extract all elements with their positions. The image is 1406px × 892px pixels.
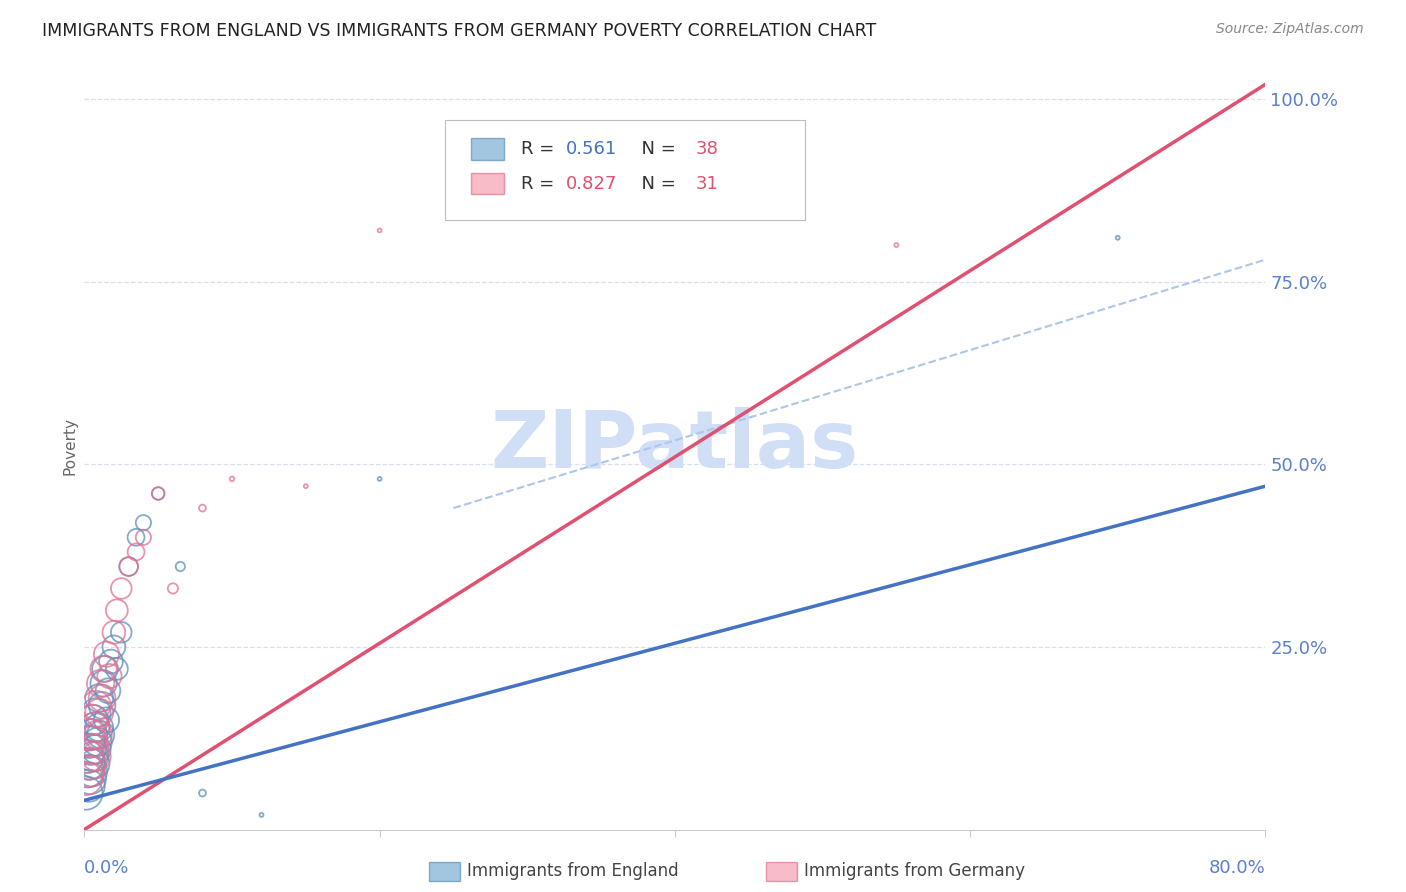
Point	[79, 756, 101, 771]
Point	[91, 691, 114, 706]
Point	[105, 603, 128, 617]
Point	[83, 720, 105, 734]
Point	[103, 625, 125, 640]
Point	[94, 662, 117, 676]
FancyBboxPatch shape	[444, 120, 804, 219]
Point	[79, 772, 101, 786]
Point	[79, 742, 101, 756]
Point	[90, 728, 112, 742]
Point	[82, 749, 104, 764]
Point	[84, 742, 107, 756]
Point	[80, 728, 103, 742]
Text: 0.0%: 0.0%	[84, 859, 129, 878]
Text: 80.0%: 80.0%	[1209, 859, 1265, 878]
Point	[105, 662, 128, 676]
Text: N =: N =	[630, 140, 682, 158]
Point	[191, 786, 214, 800]
Point	[132, 530, 155, 544]
Point	[90, 676, 112, 690]
Point	[368, 472, 391, 486]
Point	[1107, 231, 1129, 245]
Point	[98, 669, 121, 683]
Point	[93, 676, 115, 690]
Point	[96, 647, 118, 661]
Point	[86, 735, 108, 749]
Text: ZIPatlas: ZIPatlas	[491, 407, 859, 485]
Point	[87, 706, 111, 720]
Point	[76, 764, 98, 778]
Point	[83, 720, 105, 734]
Point	[110, 582, 132, 596]
Point	[110, 625, 132, 640]
Text: 0.561: 0.561	[567, 140, 617, 158]
Point	[118, 559, 141, 574]
Point	[96, 713, 118, 727]
Point	[80, 764, 103, 778]
Y-axis label: Poverty: Poverty	[62, 417, 77, 475]
FancyBboxPatch shape	[471, 138, 503, 160]
Point	[77, 728, 100, 742]
Point	[75, 786, 97, 800]
Point	[84, 706, 107, 720]
Text: N =: N =	[630, 175, 682, 193]
Point	[91, 698, 114, 713]
Point	[132, 516, 155, 530]
Point	[93, 662, 115, 676]
Point	[77, 756, 100, 771]
Point	[886, 238, 908, 252]
Point	[250, 808, 273, 822]
Point	[100, 655, 122, 669]
Point	[86, 728, 108, 742]
FancyBboxPatch shape	[471, 173, 503, 194]
Text: 38: 38	[696, 140, 718, 158]
Text: Immigrants from Germany: Immigrants from Germany	[804, 863, 1025, 880]
Point	[169, 559, 191, 574]
Point	[84, 698, 107, 713]
Point	[148, 486, 170, 500]
Point	[77, 779, 100, 793]
Text: R =: R =	[522, 175, 561, 193]
Point	[75, 772, 97, 786]
Point	[77, 764, 100, 778]
Point	[87, 691, 111, 706]
Text: 0.827: 0.827	[567, 175, 617, 193]
Text: IMMIGRANTS FROM ENGLAND VS IMMIGRANTS FROM GERMANY POVERTY CORRELATION CHART: IMMIGRANTS FROM ENGLAND VS IMMIGRANTS FR…	[42, 22, 876, 40]
Point	[83, 756, 105, 771]
Point	[125, 545, 148, 559]
Point	[368, 223, 391, 237]
Point	[125, 530, 148, 544]
Point	[76, 749, 98, 764]
Point	[221, 472, 243, 486]
Point	[80, 735, 103, 749]
Point	[87, 720, 111, 734]
Point	[97, 683, 120, 698]
Point	[162, 582, 184, 596]
Point	[84, 749, 107, 764]
Point	[82, 713, 104, 727]
Point	[118, 559, 141, 574]
Point	[148, 486, 170, 500]
Point	[82, 742, 104, 756]
Point	[76, 749, 98, 764]
Text: Source: ZipAtlas.com: Source: ZipAtlas.com	[1216, 22, 1364, 37]
Point	[80, 713, 103, 727]
Point	[191, 501, 214, 516]
Point	[103, 640, 125, 654]
Text: R =: R =	[522, 140, 561, 158]
Point	[295, 479, 318, 493]
Text: Immigrants from England: Immigrants from England	[467, 863, 679, 880]
Point	[77, 735, 100, 749]
Text: 31: 31	[696, 175, 718, 193]
